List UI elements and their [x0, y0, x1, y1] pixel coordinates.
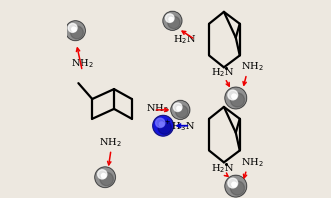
Text: NH$_2$: NH$_2$ — [71, 57, 94, 70]
Circle shape — [166, 14, 174, 22]
Circle shape — [230, 181, 245, 195]
Circle shape — [71, 26, 83, 39]
Circle shape — [66, 21, 85, 41]
Circle shape — [95, 167, 116, 188]
Text: NH$_2$: NH$_2$ — [241, 60, 264, 73]
Circle shape — [232, 182, 237, 187]
Circle shape — [176, 105, 188, 118]
Circle shape — [230, 93, 245, 107]
Circle shape — [68, 23, 77, 32]
Circle shape — [72, 27, 76, 31]
Circle shape — [158, 121, 171, 134]
Text: H$_2$N: H$_2$N — [211, 162, 235, 175]
Circle shape — [156, 118, 165, 128]
Circle shape — [163, 11, 182, 30]
Circle shape — [225, 87, 247, 109]
Circle shape — [177, 106, 181, 110]
Circle shape — [225, 175, 247, 197]
Circle shape — [101, 173, 106, 178]
Circle shape — [171, 100, 190, 119]
Text: $^+$H$_3$N: $^+$H$_3$N — [163, 118, 195, 133]
Circle shape — [228, 90, 238, 100]
Circle shape — [232, 94, 237, 99]
Circle shape — [98, 170, 107, 179]
Circle shape — [228, 178, 238, 188]
Text: NH$_2$: NH$_2$ — [99, 136, 121, 149]
Text: NH$_2$: NH$_2$ — [146, 103, 168, 115]
Text: H$_2$N: H$_2$N — [211, 66, 235, 79]
Circle shape — [169, 17, 173, 21]
Circle shape — [100, 172, 113, 186]
Circle shape — [173, 103, 182, 111]
Circle shape — [153, 115, 173, 136]
Circle shape — [168, 16, 180, 29]
Text: H$_2$N: H$_2$N — [173, 33, 196, 46]
Text: NH$_2$: NH$_2$ — [241, 156, 264, 169]
Circle shape — [159, 122, 164, 127]
